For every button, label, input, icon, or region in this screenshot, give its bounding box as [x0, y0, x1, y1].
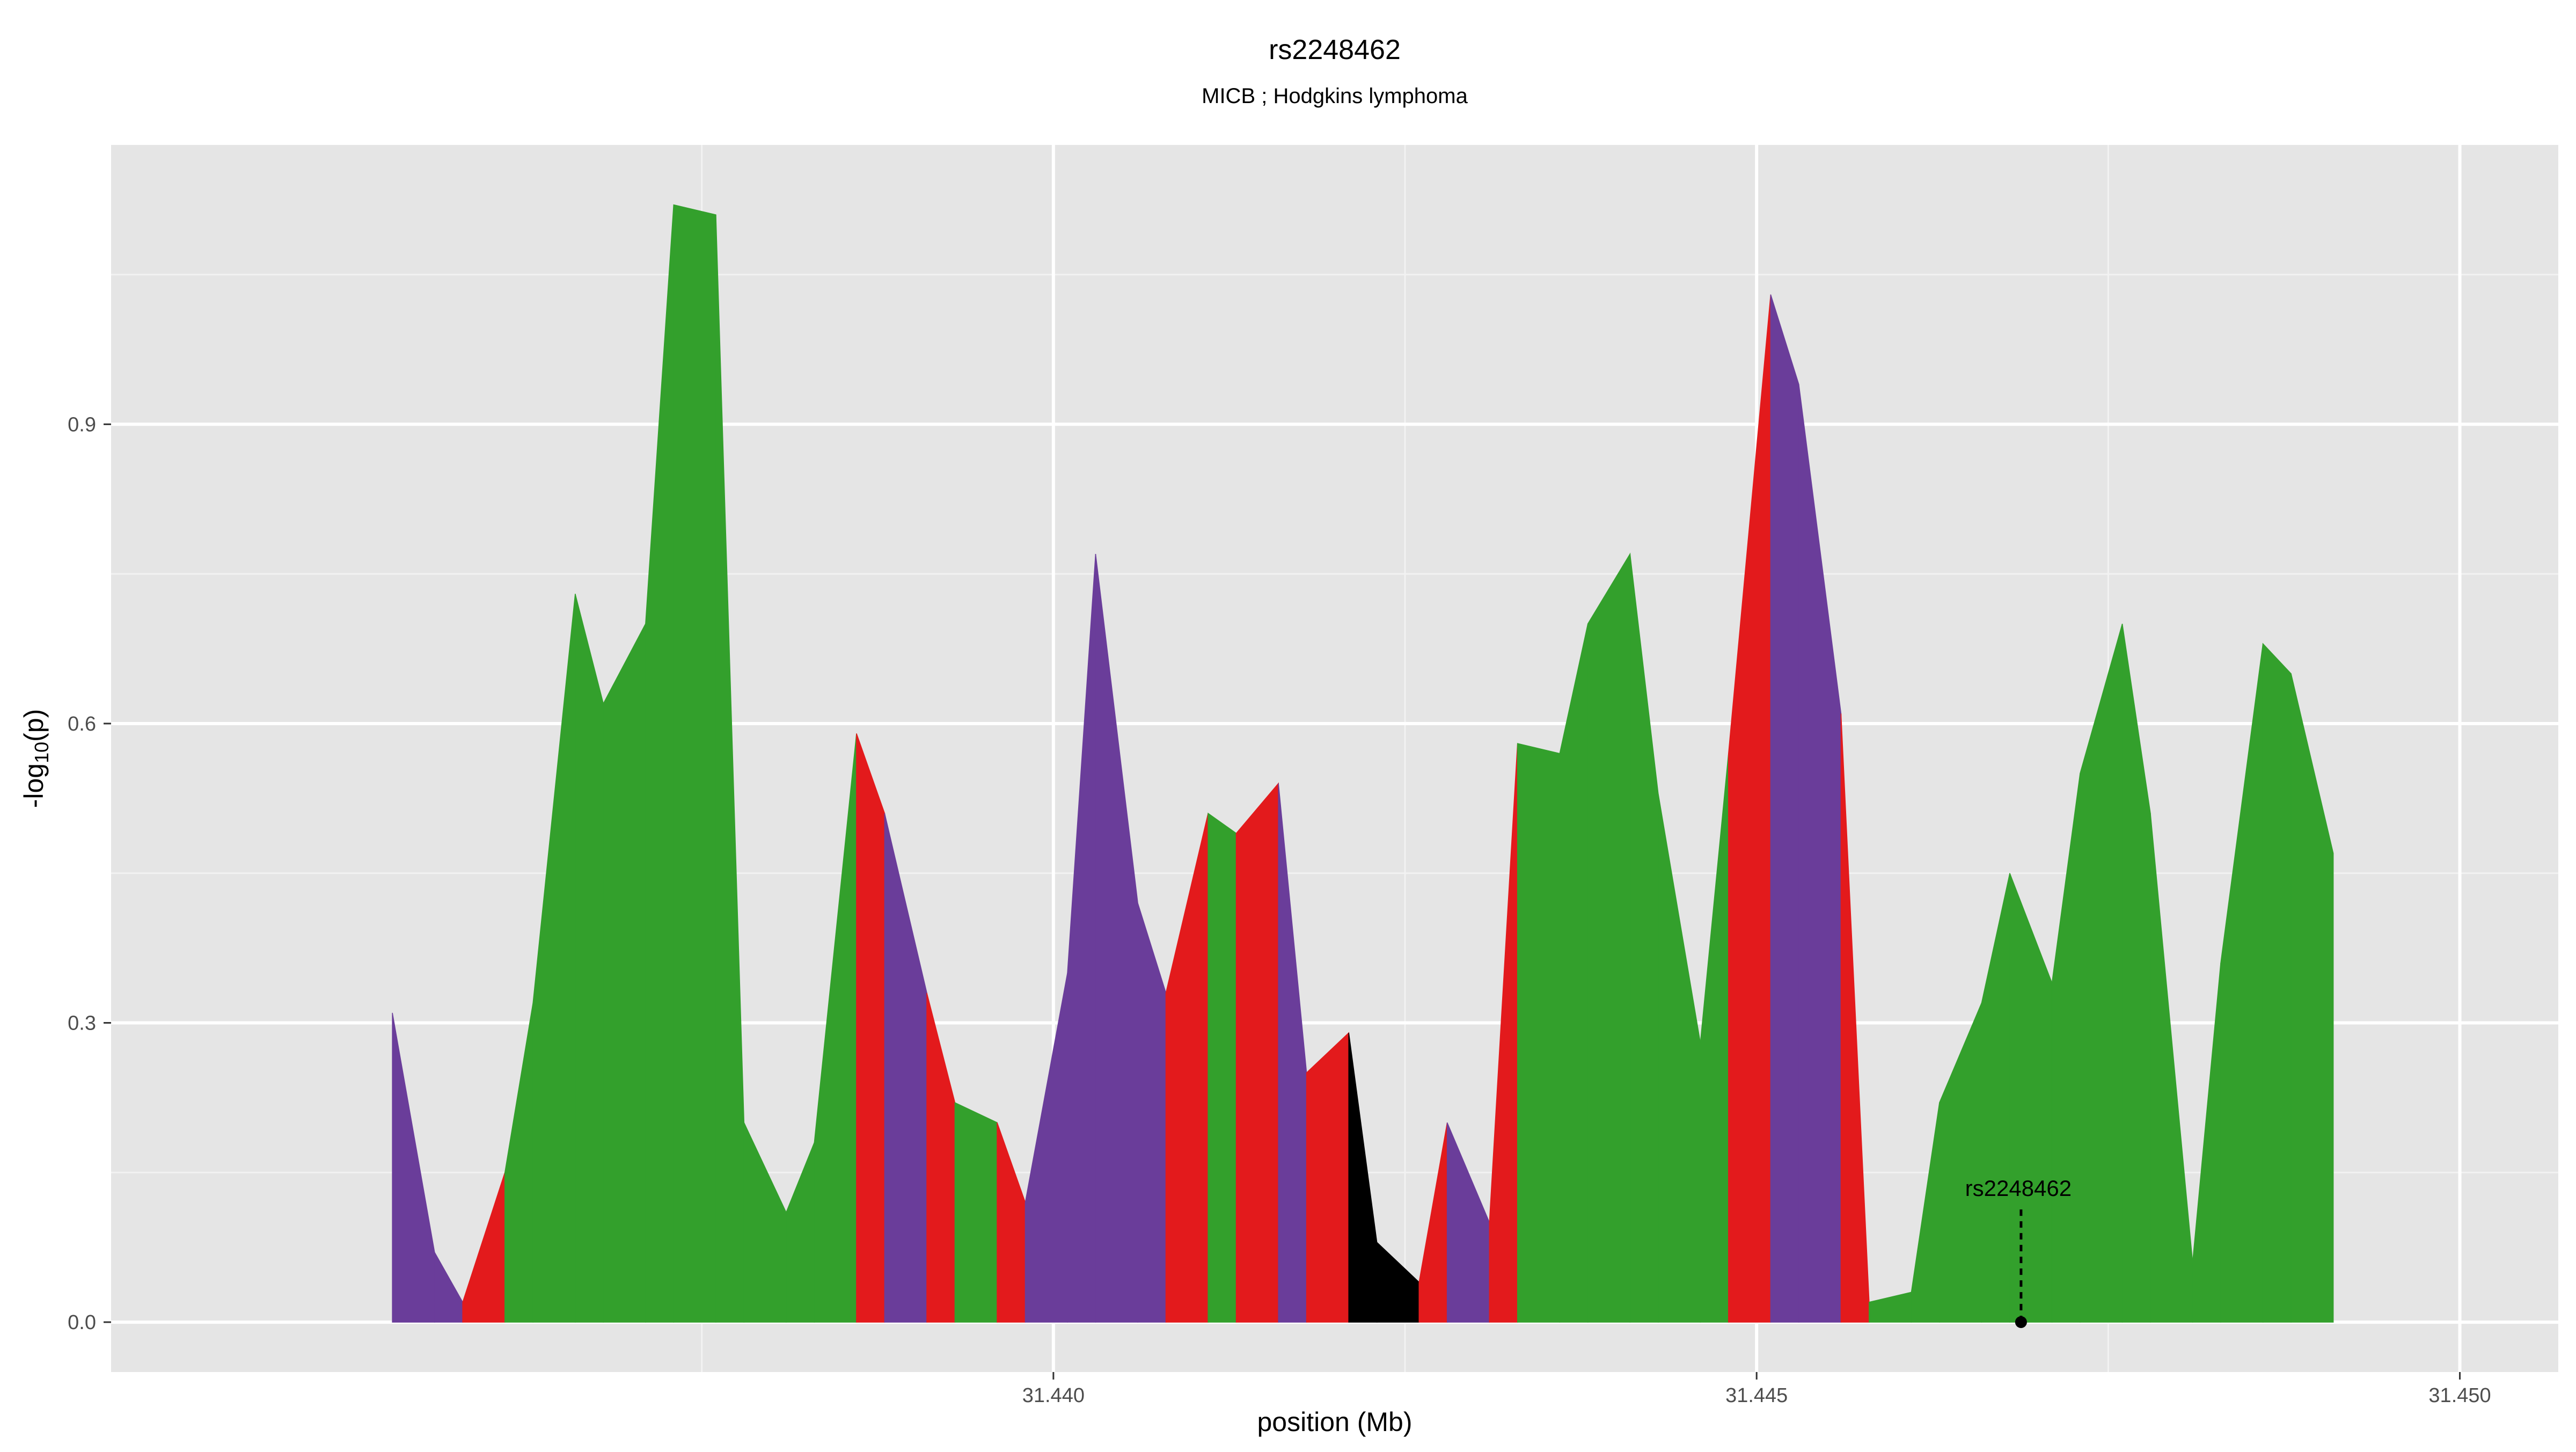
- chart-subtitle: MICB ; Hodgkins lymphoma: [1202, 84, 1468, 108]
- area-segment: [856, 733, 885, 1323]
- annotation-label: rs2248462: [1965, 1176, 2072, 1201]
- area-segment: [1770, 294, 1799, 1323]
- area-segment: [1306, 1032, 1349, 1323]
- y-tick-label: 0.0: [68, 1311, 96, 1334]
- y-tick-label: 0.9: [68, 413, 96, 436]
- area-segment: [1208, 812, 1237, 1323]
- x-axis-ticks: 31.440 31.445 31.450: [1022, 1372, 2491, 1407]
- area-segment: [2262, 643, 2292, 1323]
- snp-annotation: rs2248462: [1965, 1176, 2072, 1329]
- area-segment: [1587, 552, 1631, 1323]
- area-segment: [1517, 743, 1561, 1323]
- area-segment: [575, 594, 604, 1323]
- area-segments: [392, 204, 2334, 1323]
- x-axis-label: position (Mb): [1257, 1407, 1413, 1437]
- area-segment: [603, 623, 646, 1323]
- area-segment: [1235, 782, 1279, 1323]
- y-axis-label: -log10(p): [19, 709, 53, 808]
- y-tick-label: 0.3: [68, 1012, 96, 1035]
- x-tick-label: 31.445: [1725, 1384, 1788, 1407]
- x-tick-label: 31.450: [2428, 1384, 2491, 1407]
- x-tick-label: 31.440: [1022, 1384, 1085, 1407]
- chart-title: rs2248462: [1269, 34, 1401, 65]
- area-segment: [954, 1102, 998, 1323]
- area-segment: [673, 204, 716, 1323]
- y-tick-label: 0.6: [68, 713, 96, 735]
- y-axis-ticks: 0.0 0.3 0.6 0.9: [68, 413, 111, 1334]
- annotation-point: [2015, 1316, 2027, 1329]
- area-segment: [2290, 673, 2334, 1323]
